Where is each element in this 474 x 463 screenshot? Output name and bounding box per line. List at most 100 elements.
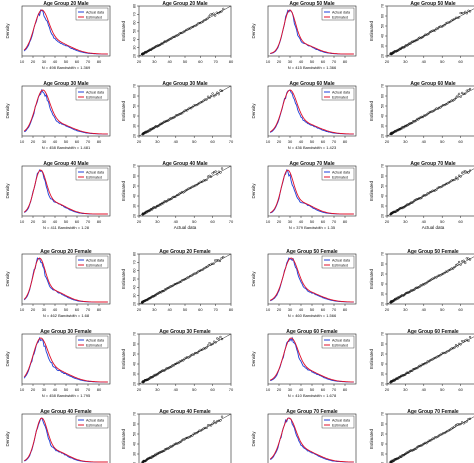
- x-tick-label: 30: [288, 219, 293, 224]
- qq-point: [417, 118, 420, 121]
- qq-point: [162, 202, 165, 205]
- qq-point: [206, 265, 209, 268]
- estimated-density-line: [270, 9, 354, 55]
- qq-point: [447, 269, 450, 272]
- x-tick-label: 10: [266, 59, 271, 64]
- qq-point: [428, 110, 432, 114]
- qq-point: [436, 27, 439, 30]
- qq-point: [208, 341, 211, 345]
- qq-point: [170, 285, 173, 288]
- qq-point: [162, 449, 165, 453]
- x-tick-label: 60: [321, 59, 326, 64]
- y-axis-label: Estimated: [121, 21, 126, 42]
- qq-point: [174, 442, 178, 445]
- qq-point: [430, 358, 433, 362]
- y-tick-label: 60: [380, 342, 384, 346]
- legend-estimated-label: Estimated: [332, 344, 348, 348]
- panel-title: Age Group 70 Male: [410, 161, 456, 167]
- qq-point: [202, 179, 205, 182]
- qq-point: [410, 121, 413, 125]
- qq-point: [189, 274, 192, 278]
- y-tick-label: 30: [132, 124, 136, 128]
- qq-point: [165, 119, 168, 123]
- qq-point: [208, 96, 211, 100]
- estimated-density-line: [24, 417, 108, 463]
- qq-point: [450, 99, 453, 102]
- y-tick-label: 50: [380, 272, 384, 276]
- x-tick-label: 10: [266, 219, 271, 224]
- qq-point: [211, 92, 214, 95]
- qq-point: [432, 437, 435, 440]
- legend-actual-label: Actual data: [86, 171, 104, 175]
- qq-point: [437, 274, 441, 277]
- qq-point: [456, 94, 459, 98]
- estimated-density-line: [269, 89, 354, 135]
- y-axis-label: Estimated: [369, 269, 374, 290]
- qq-point: [203, 426, 207, 430]
- panel-title: Age Group 40 Female: [159, 409, 211, 415]
- y-axis-label: Density: [251, 271, 256, 287]
- qq-point: [435, 276, 438, 279]
- y-axis-label: Estimated: [369, 429, 374, 450]
- x-tick-label: 30: [42, 219, 47, 224]
- qq-point: [449, 268, 452, 271]
- qq-point: [186, 276, 189, 279]
- y-axis-label: Density: [5, 431, 10, 447]
- x-tick-label: 50: [64, 139, 69, 144]
- qq-panel: Age Group 40 Male Estimated 20 30 40 50 60 70 20…: [121, 161, 234, 230]
- qq-point: [441, 432, 445, 435]
- qq-point: [421, 194, 425, 198]
- qq-point: [433, 276, 437, 279]
- qq-point: [164, 200, 167, 203]
- panel-title: Age Group 30 Female: [159, 329, 211, 335]
- qq-point: [465, 420, 468, 423]
- y-tick-label: 50: [380, 352, 384, 356]
- x-axis-label: Actual data: [422, 225, 445, 230]
- qq-point: [431, 29, 434, 32]
- x-tick-label: 70: [332, 219, 337, 224]
- y-tick-label: 20: [132, 302, 136, 306]
- qq-point: [177, 193, 180, 196]
- y-tick-label: 60: [380, 422, 384, 426]
- plot-frame: [386, 333, 474, 385]
- x-tick-label: 30: [288, 387, 293, 392]
- x-tick-label: 20: [31, 307, 36, 312]
- x-tick-label: 70: [229, 219, 234, 224]
- qq-point: [206, 344, 210, 347]
- y-tick-label: 20: [132, 382, 136, 386]
- qq-point: [453, 346, 456, 349]
- x-tick-label: 30: [42, 307, 47, 312]
- qq-point: [191, 105, 194, 109]
- qq-point: [171, 196, 174, 199]
- qq-point: [173, 195, 177, 199]
- panel-title: Age Group 20 Male: [162, 1, 208, 7]
- qq-point: [439, 433, 442, 436]
- qq-point: [435, 188, 438, 191]
- qq-point: [454, 343, 458, 347]
- qq-point: [415, 366, 418, 370]
- qq-point: [454, 16, 458, 19]
- density-panel: Age Group 20 Male Density 10 20 30 40 50 60 70 80…: [5, 1, 111, 70]
- x-tick-label: 50: [64, 219, 69, 224]
- qq-panel: Age Group 50 Female Estimated 20 30 40 50 60 70…: [369, 249, 474, 312]
- x-tick-label: 20: [385, 219, 390, 224]
- qq-point: [427, 279, 430, 283]
- y-tick-label: 30: [380, 124, 384, 128]
- qq-point: [161, 289, 165, 293]
- x-tick-label: 60: [75, 387, 80, 392]
- qq-point: [193, 272, 196, 275]
- qq-point: [449, 428, 452, 431]
- qq-point: [436, 274, 439, 278]
- x-tick-label: 10: [266, 387, 271, 392]
- qq-panel: Age Group 30 Male Estimated 20 30 40 50 60 70 20…: [121, 81, 234, 144]
- y-axis-label: Estimated: [121, 429, 126, 450]
- density-panel: Age Group 70 Male Density 10 20 30 40 50 60 70 80…: [251, 161, 357, 230]
- qq-point: [415, 119, 418, 122]
- panel-title: Age Group 50 Female: [407, 249, 459, 255]
- qq-point: [449, 180, 452, 184]
- qq-point: [417, 286, 420, 289]
- qq-point: [187, 27, 191, 30]
- y-tick-label: 60: [132, 269, 136, 273]
- qq-point: [180, 359, 184, 362]
- legend-actual-label: Actual data: [86, 419, 104, 423]
